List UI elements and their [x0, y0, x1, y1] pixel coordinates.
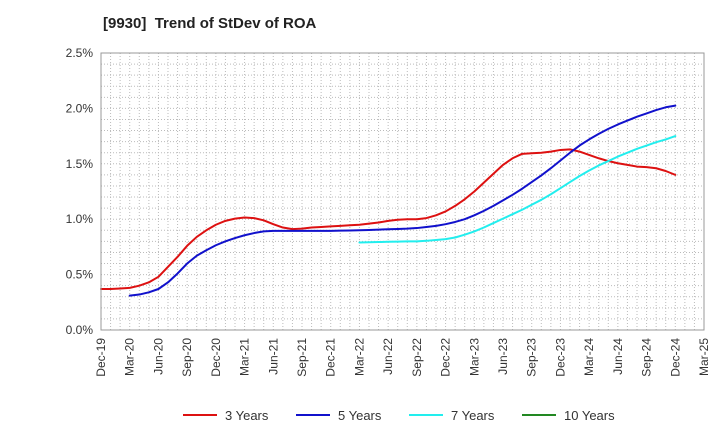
chart-title: [9930] Trend of StDev of ROA [103, 15, 317, 32]
x-tick-label: Dec-20 [209, 338, 223, 377]
x-tick-label: Jun-24 [611, 338, 625, 375]
x-tick-label: Sep-23 [525, 338, 539, 377]
x-tick-label: Mar-21 [238, 338, 252, 376]
y-tick-label: 2.5% [66, 46, 94, 60]
x-tick-label: Jun-22 [381, 338, 395, 375]
x-tick-label: Mar-24 [582, 338, 596, 376]
series-line-5-years [128, 104, 677, 297]
x-tick-label: Jun-23 [496, 338, 510, 375]
x-tick-label: Mar-25 [697, 338, 711, 376]
y-axis-tick-labels: 0.0% 0.5% 1.0% 1.5% 2.0% 2.5% [66, 46, 94, 337]
series-line-3-years [100, 148, 677, 290]
legend-label: 3 Years [225, 408, 269, 423]
x-tick-label: Dec-21 [324, 338, 338, 377]
x-tick-label: Dec-19 [94, 338, 108, 377]
legend: 3 Years 5 Years 7 Years 10 Years [183, 408, 615, 423]
x-tick-label: Mar-22 [352, 338, 366, 376]
x-tick-label: Dec-23 [553, 338, 567, 377]
legend-label: 10 Years [564, 408, 615, 423]
legend-label: 5 Years [338, 408, 382, 423]
plot-area [101, 53, 704, 330]
series-line-7-years [358, 135, 677, 244]
y-tick-label: 2.0% [66, 101, 94, 115]
x-tick-label: Dec-24 [668, 338, 682, 377]
legend-label: 7 Years [451, 408, 495, 423]
x-tick-label: Sep-21 [295, 338, 309, 377]
x-tick-label: Mar-23 [467, 338, 481, 376]
x-tick-label: Sep-22 [410, 338, 424, 377]
x-tick-label: Jun-21 [266, 338, 280, 375]
y-tick-label: 0.5% [66, 268, 94, 282]
plot-border [100, 52, 705, 331]
x-axis-tick-labels: Dec-19 Mar-20 Jun-20 Sep-20 Dec-20 Mar-21 Jun-… [94, 338, 711, 377]
x-tick-label: Mar-20 [123, 338, 137, 376]
y-tick-label: 1.0% [66, 212, 94, 226]
x-tick-label: Sep-20 [180, 338, 194, 377]
x-tick-label: Dec-22 [439, 338, 453, 377]
y-tick-label: 0.0% [66, 323, 94, 337]
x-tick-label: Jun-20 [151, 338, 165, 375]
series-lines [100, 104, 677, 297]
x-tick-label: Sep-24 [640, 338, 654, 377]
y-tick-label: 1.5% [66, 157, 94, 171]
